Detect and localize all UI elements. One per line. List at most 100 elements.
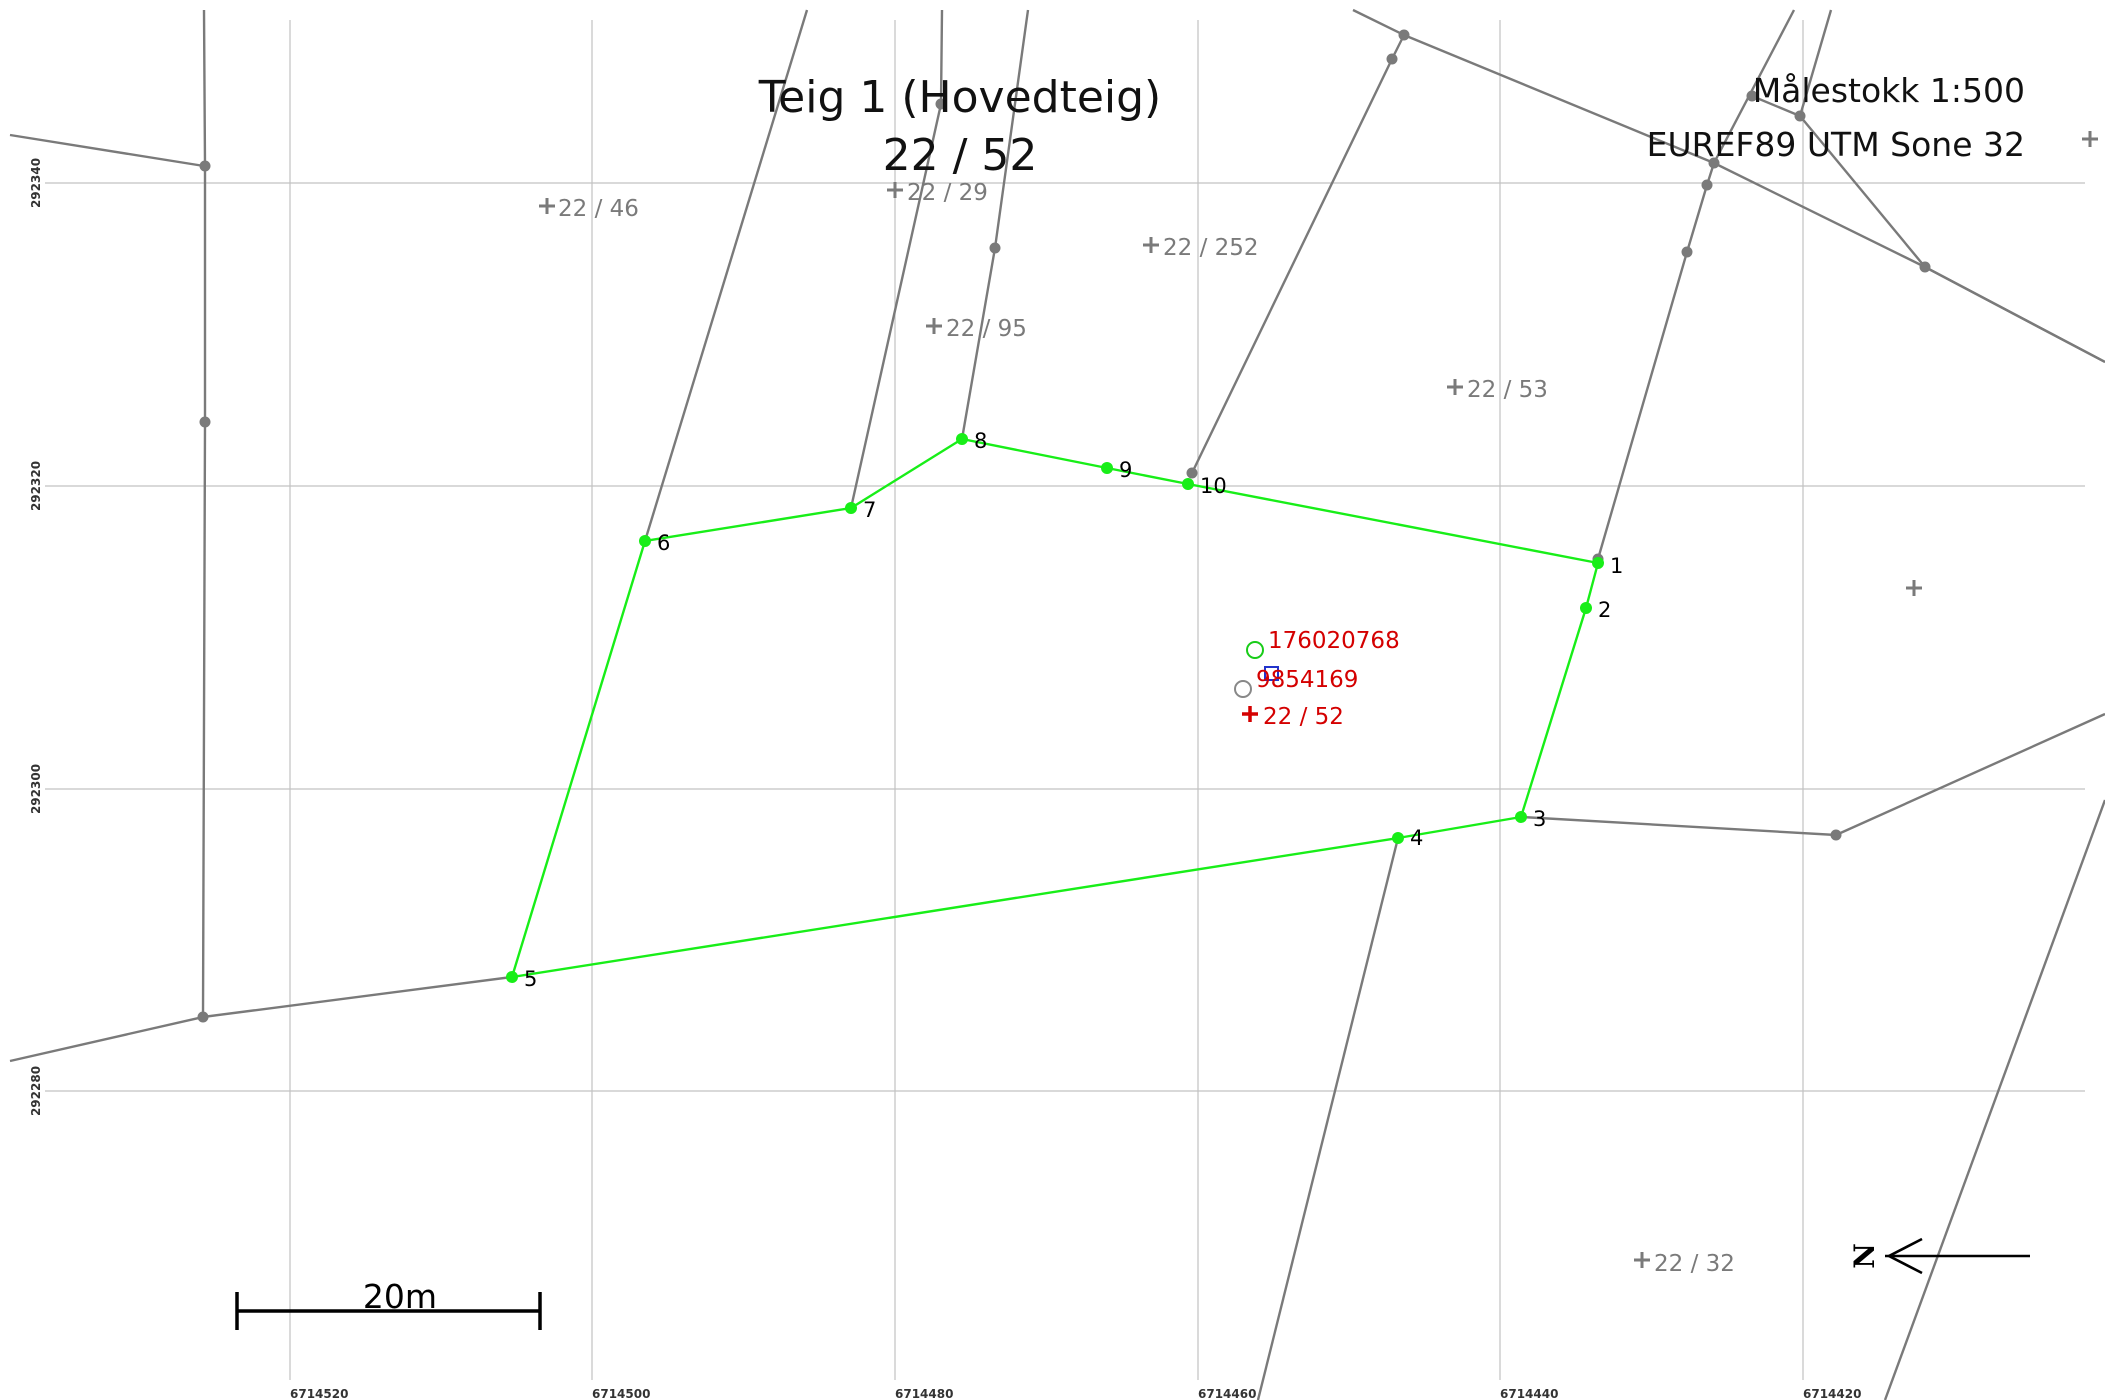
parcel-point-label: 2	[1598, 598, 1611, 622]
coordinate-grid	[45, 20, 2085, 1380]
neighbor-label: 22 / 32	[1654, 1251, 1735, 1277]
neighbor-node	[1746, 90, 1758, 102]
neighbor-parcel-22-53[interactable]: 22 / 53	[1447, 377, 1548, 403]
crs-text: EUREF89 UTM Sone 32	[1647, 125, 2025, 164]
neighbor-boundary	[202, 975, 513, 1019]
neighbor-boundary	[9, 133, 205, 168]
neighbor-boundary	[1352, 8, 2105, 364]
parcel-point-5[interactable]: 5	[506, 967, 537, 991]
neighbor-node	[1794, 110, 1806, 122]
neighbor-node	[197, 1011, 209, 1023]
neighbor-boundary	[1256, 837, 1400, 1400]
parcel-id-label: 22 / 52	[1263, 704, 1344, 730]
neighbor-labels: 22 / 46 22 / 29 22 / 252 22 / 95 22 / 53…	[539, 131, 2098, 1277]
parcel-point-marker	[1182, 478, 1194, 490]
neighbor-boundary	[643, 9, 809, 542]
neighbor-node	[989, 242, 1001, 254]
parcel-point-label: 7	[863, 498, 876, 522]
neighbor-node	[199, 160, 211, 172]
neighbor-parcel-22-252[interactable]: 22 / 252	[1143, 235, 1259, 261]
y-tick-label: 292280	[29, 1066, 43, 1116]
parcel-point-label: 8	[974, 429, 987, 453]
unlabeled-parcel-marker	[2082, 131, 2098, 147]
parcel-point-label: 10	[1200, 474, 1227, 498]
neighbor-node	[1681, 246, 1693, 258]
x-tick-label: 6714500	[592, 1387, 650, 1400]
x-tick-label: 6714420	[1803, 1387, 1861, 1400]
address-id-label: 9854169	[1256, 667, 1358, 693]
building-id-label: 176020768	[1268, 628, 1400, 654]
parcel-point-label: 5	[524, 967, 537, 991]
parcel-point-3[interactable]: 3	[1515, 807, 1546, 831]
neighbor-label: 22 / 29	[907, 180, 988, 206]
address-square-icon[interactable]	[1264, 666, 1279, 681]
neighbor-parcel-22-46[interactable]: 22 / 46	[539, 196, 639, 222]
parcel-point-label: 3	[1533, 807, 1546, 831]
scale-text: Målestokk 1:500	[1753, 71, 2025, 110]
parcel-outline	[510, 437, 1600, 979]
parcel-point-4[interactable]: 4	[1392, 826, 1423, 850]
neighbor-node	[935, 98, 947, 110]
neighbor-node	[1386, 53, 1398, 65]
arrow-left-icon	[1886, 1237, 1923, 1275]
parcel-point-marker	[956, 433, 968, 445]
parcel-boundary	[510, 437, 1600, 979]
neighbor-node	[1830, 829, 1842, 841]
scale-bar: 20m	[235, 1277, 542, 1330]
building-circle-icon[interactable]	[1246, 641, 1264, 659]
unlabeled-parcel-marker	[1906, 580, 1922, 596]
address-circle-icon	[1234, 680, 1252, 698]
x-tick-label: 6714520	[290, 1387, 348, 1400]
neighbor-parcel-22-95[interactable]: 22 / 95	[926, 316, 1027, 342]
neighbor-boundary	[1883, 799, 2105, 1400]
neighbor-boundary	[1521, 712, 2105, 837]
neighbor-node	[199, 416, 211, 428]
neighbor-node	[1186, 467, 1198, 479]
parcel-point-marker	[1392, 832, 1404, 844]
y-tick-label: 292340	[29, 158, 43, 208]
parcel-point-6[interactable]: 6	[639, 531, 670, 555]
parcel-point-label: 4	[1410, 826, 1423, 850]
parcel-point-label: 6	[657, 531, 670, 555]
y-tick-label: 292300	[29, 764, 43, 814]
parcel-point-marker	[1101, 462, 1113, 474]
y-tick-labels: 292340 292320 292300 292280	[29, 158, 43, 1116]
neighbor-node	[1701, 179, 1713, 191]
parcel-point-10[interactable]: 10	[1182, 474, 1227, 498]
neighbor-label: 22 / 53	[1467, 377, 1548, 403]
neighbor-node	[1398, 29, 1410, 41]
parcel-point-8[interactable]: 8	[956, 429, 987, 453]
parcel-point-label: 1	[1610, 554, 1623, 578]
parcel-point-2[interactable]: 2	[1580, 598, 1611, 622]
neighbor-boundary	[1798, 9, 1833, 117]
neighbor-label: 22 / 95	[946, 316, 1027, 342]
parcel-point-marker	[506, 971, 518, 983]
parcel-point-1[interactable]: 1	[1592, 554, 1623, 578]
map-title: Teig 1 (Hovedteig)	[758, 72, 1161, 123]
parcel-center-markers: 176020768 9854169 22 / 52	[1234, 628, 1400, 730]
parcel-point-marker	[1515, 811, 1527, 823]
neighbor-parcel-22-32[interactable]: 22 / 32	[1634, 1251, 1735, 1277]
x-tick-labels: 6714520 6714500 6714480 6714460 6714440 …	[290, 1387, 1861, 1400]
parcel-point-7[interactable]: 7	[845, 498, 876, 522]
y-tick-label: 292320	[29, 461, 43, 511]
parcel-point-label: 9	[1119, 458, 1132, 482]
neighbor-boundaries	[9, 8, 2105, 1400]
neighbor-boundary	[1751, 94, 2105, 364]
parcel-point-9[interactable]: 9	[1101, 458, 1132, 482]
scale-bar-label: 20m	[363, 1277, 437, 1316]
parcel-point-marker	[1592, 557, 1604, 569]
neighbor-node	[1919, 261, 1931, 273]
parcel-point-marker	[639, 535, 651, 547]
parcel-points: 1 2 3 4 5 6 7 8	[506, 429, 1623, 991]
parcel-point-marker	[1580, 602, 1592, 614]
x-tick-label: 6714480	[895, 1387, 953, 1400]
neighbor-label: 22 / 46	[558, 196, 639, 222]
neighbor-label: 22 / 252	[1163, 235, 1259, 261]
neighbor-node	[1708, 157, 1720, 169]
map-subtitle: 22 / 52	[883, 130, 1038, 181]
x-tick-label: 6714460	[1198, 1387, 1256, 1400]
neighbor-parcel-22-29[interactable]: 22 / 29	[887, 180, 988, 206]
x-tick-label: 6714440	[1500, 1387, 1558, 1400]
